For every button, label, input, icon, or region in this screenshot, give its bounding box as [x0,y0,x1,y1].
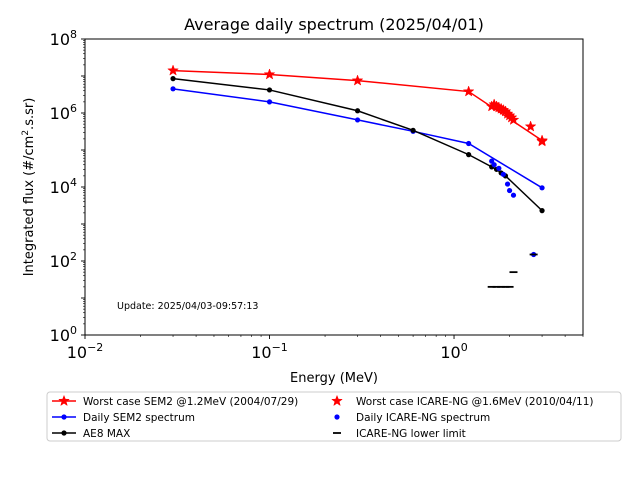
data-point-1-4 [466,140,472,147]
data-point-4-4 [504,181,511,187]
series-layer [167,64,548,288]
y-tick-label-base: 10 [50,104,70,123]
y-tick-label: 106 [50,102,77,123]
legend-item-5: ICARE-NG lower limit [333,428,466,440]
x-tick-label-exp: 0 [461,341,468,354]
data-point-1-1 [266,99,273,105]
data-point-2-4 [466,152,472,158]
legend-label: AE8 MAX [83,428,130,440]
chart-title: Average daily spectrum (2025/04/01) [184,15,484,34]
data-point-3-12 [536,135,548,147]
legend-label: Daily ICARE-NG spectrum [356,412,490,424]
y-axis-label-sup: 2 [21,130,31,136]
legend-label: Daily SEM2 spectrum [83,412,195,424]
x-tick-label-base: 10 [67,343,87,362]
y-tick-label: 100 [50,324,77,345]
data-point-1-2 [354,117,361,123]
legend-item-4: Daily ICARE-NG spectrum [334,412,490,424]
legend-frame [46,391,622,442]
x-tick-label-base: 10 [440,343,460,362]
legend-item-3: Worst case ICARE-NG @1.6MeV (2010/04/11) [331,394,594,408]
y-tick-label-base: 10 [50,178,70,197]
data-point-4-1 [491,162,497,168]
series-4 [489,158,537,258]
legend-item-0: Worst case SEM2 @1.2MeV (2004/07/29) [52,394,298,408]
legend-item-1: Daily SEM2 spectrum [52,412,195,424]
x-tick-label: 100 [440,341,467,362]
data-point-4-5 [506,187,513,194]
series-line-1 [172,88,543,189]
y-tick-label-exp: 2 [70,250,77,263]
data-point-0-2 [351,74,364,86]
y-axis-label-main: Integrated flux (#/cm [22,136,37,277]
y-tick-label: 108 [50,28,77,49]
y-tick-label-exp: 6 [70,102,77,115]
y-axis-label-tail: .s.sr) [22,98,37,130]
x-tick-label-exp: −1 [272,341,288,354]
data-point-4-2 [496,165,502,171]
legend: Worst case SEM2 @1.2MeV (2004/07/29) Wors… [46,391,622,442]
data-point-3-11 [524,120,537,132]
data-point-3-10 [507,113,520,125]
legend-label: ICARE-NG lower limit [356,428,466,440]
legend-marker [331,394,343,407]
data-point-2-9 [539,208,545,214]
y-tick-label-base: 10 [50,30,70,49]
legend-label: Worst case ICARE-NG @1.6MeV (2010/04/11) [356,396,594,408]
plot-area [84,38,584,336]
y-tick-label-base: 10 [50,252,70,271]
y-tick-label: 102 [50,250,77,271]
legend-marker [334,414,340,420]
data-point-0-3 [462,85,475,97]
legend-marker [58,394,70,407]
series-3 [485,98,548,147]
data-point-2-0 [170,76,176,82]
series-5 [487,253,538,288]
data-point-0-1 [263,68,276,80]
x-axis: 10−2 10−1 100 [67,335,584,362]
legend-marker [61,430,67,436]
y-tick-label: 104 [50,176,77,197]
y-tick-label-exp: 8 [70,28,77,41]
x-tick-label-exp: −2 [87,341,103,354]
legend-label: Worst case SEM2 @1.2MeV (2004/07/29) [83,396,298,408]
y-tick-label-exp: 4 [70,176,77,189]
y-tick-label-exp: 0 [70,324,77,337]
x-tick-label-base: 10 [251,343,271,362]
data-point-2-2 [354,108,361,114]
data-point-2-3 [410,127,416,133]
data-point-4-3 [500,171,506,177]
x-tick-label: 10−1 [251,341,288,362]
data-point-4-6 [510,192,517,198]
data-point-2-1 [266,87,273,93]
y-tick-label-base: 10 [50,326,70,345]
update-annotation: Update: 2025/04/03-09:57:13 [117,301,258,312]
legend-marker [61,414,67,420]
data-point-1-0 [170,86,176,92]
legend-item-2: AE8 MAX [52,428,130,440]
x-tick-label: 10−2 [67,341,104,362]
y-axis-label: Integrated flux (#/cm2.s.sr) [21,98,37,277]
plot-background [85,39,583,335]
data-point-1-5 [539,185,545,191]
x-axis-label: Energy (MeV) [290,371,378,386]
data-point-0-0 [167,64,179,76]
